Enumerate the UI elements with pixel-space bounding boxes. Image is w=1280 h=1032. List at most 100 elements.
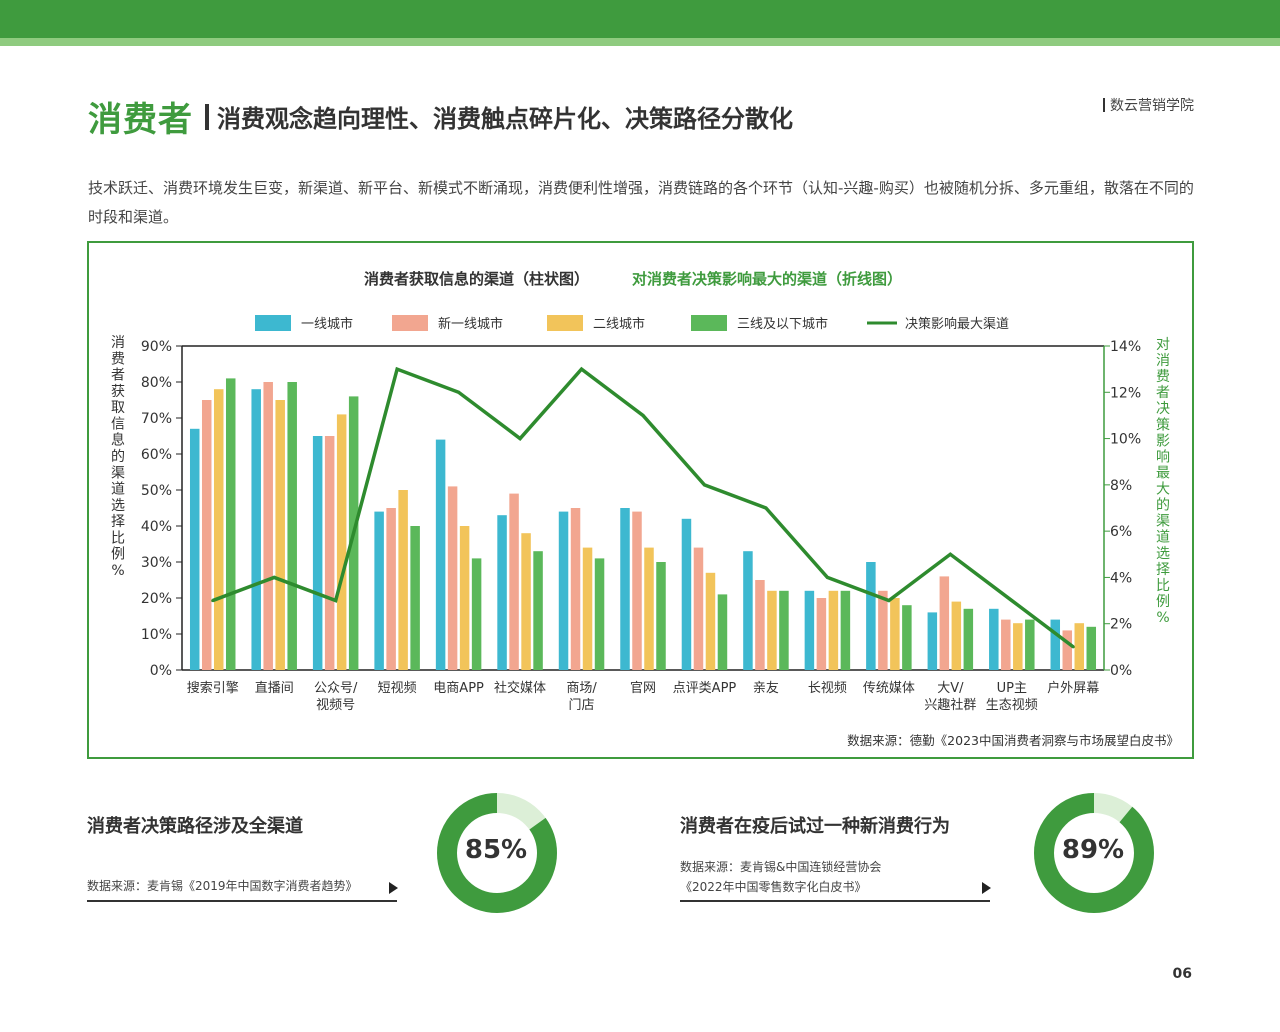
legend-swatch-1 bbox=[255, 315, 291, 331]
bar-4 bbox=[840, 590, 851, 670]
y-left-tick-label: 40% bbox=[141, 519, 172, 535]
bar-2 bbox=[386, 508, 396, 670]
donut-chart-2 bbox=[1034, 793, 1154, 913]
y-right-axis-title: 择 bbox=[1156, 562, 1170, 578]
play-arrow-icon[interactable] bbox=[982, 882, 991, 894]
bar-2 bbox=[263, 382, 273, 670]
y-left-axis-title: 取 bbox=[111, 400, 125, 416]
x-tick-label: 点评类APP bbox=[673, 681, 737, 696]
bar-1 bbox=[927, 612, 938, 670]
y-left-axis-title: 费 bbox=[111, 351, 125, 367]
bar-4 bbox=[656, 562, 666, 670]
stat-2-underline bbox=[680, 900, 990, 902]
bar-3 bbox=[767, 590, 777, 670]
bar-4 bbox=[471, 558, 482, 670]
bar-4 bbox=[533, 551, 543, 670]
x-tick-label: 短视频 bbox=[378, 681, 417, 696]
y-right-axis-title: 响 bbox=[1156, 449, 1170, 465]
bar-2 bbox=[693, 547, 704, 670]
brand-label: 数云营销学院 bbox=[1103, 95, 1194, 115]
y-right-tick-label: 2% bbox=[1110, 617, 1132, 633]
donut-chart-1 bbox=[437, 793, 557, 913]
bar-3 bbox=[644, 547, 654, 670]
x-tick-label: 大V/ bbox=[937, 681, 964, 696]
stat-card-1: 消费者决策路径涉及全渠道 数据来源：麦肯锡《2019年中国数字消费者趋势》 bbox=[87, 812, 407, 912]
title-subtitle: 消费观念趋向理性、消费触点碎片化、决策路径分散化 bbox=[217, 105, 793, 133]
bar-3 bbox=[951, 601, 962, 670]
decision-line-point bbox=[948, 552, 952, 556]
x-tick-label: UP主 bbox=[997, 681, 1027, 696]
y-right-tick-label: 12% bbox=[1110, 385, 1141, 401]
bar-2 bbox=[632, 511, 642, 670]
bar-4 bbox=[1025, 619, 1035, 670]
top-banner-accent bbox=[0, 38, 1280, 46]
y-left-axis-title: 渠 bbox=[111, 465, 125, 481]
bar-4 bbox=[287, 382, 297, 670]
legend-swatch-2 bbox=[392, 315, 428, 331]
y-left-tick-label: 80% bbox=[141, 375, 172, 391]
bar-2 bbox=[447, 486, 458, 670]
bar-2 bbox=[324, 436, 335, 670]
x-tick-label: 户外屏幕 bbox=[1047, 680, 1099, 696]
bar-1 bbox=[620, 508, 630, 670]
title-separator bbox=[205, 103, 209, 130]
legend-label-2: 新一线城市 bbox=[438, 316, 503, 332]
y-right-axis-title: 费 bbox=[1156, 369, 1170, 385]
chart-source: 数据来源：德勤《2023中国消费者洞察与市场展望白皮书》 bbox=[847, 733, 1179, 748]
brand-name: 数云营销学院 bbox=[1110, 98, 1194, 114]
stat-2-source-line-2: 《2022年中国零售数字化白皮书》 bbox=[680, 880, 867, 894]
bar-2 bbox=[878, 590, 888, 670]
x-tick-label: 兴趣社群 bbox=[924, 697, 976, 713]
y-left-axis-title: 信 bbox=[111, 416, 125, 432]
y-left-tick-label: 20% bbox=[141, 591, 172, 607]
y-right-tick-label: 0% bbox=[1110, 663, 1132, 679]
bar-1 bbox=[804, 590, 815, 670]
bar-2 bbox=[509, 493, 519, 670]
y-right-axis-title: 的 bbox=[1156, 498, 1170, 514]
stat-card-2: 消费者在疫后试过一种新消费行为 数据来源：麦肯锡&中国连锁经营协会 《2022年… bbox=[680, 812, 1000, 912]
x-tick-label: 长视频 bbox=[808, 681, 847, 696]
x-tick-label: 公众号/ bbox=[314, 681, 358, 696]
x-tick-label: 门店 bbox=[569, 698, 595, 713]
y-right-tick-label: 10% bbox=[1110, 432, 1141, 448]
bar-2 bbox=[939, 576, 950, 670]
bar-1 bbox=[374, 511, 384, 670]
decision-line-point bbox=[1071, 645, 1075, 649]
bar-3 bbox=[582, 547, 593, 670]
y-right-axis-title: 大 bbox=[1156, 482, 1170, 498]
y-right-axis-title: 道 bbox=[1156, 530, 1170, 546]
y-right-axis-title: 例 bbox=[1156, 594, 1170, 610]
bar-4 bbox=[902, 605, 912, 670]
bar-1 bbox=[1050, 619, 1061, 670]
y-left-axis-title: % bbox=[111, 563, 124, 579]
bar-1 bbox=[435, 439, 446, 670]
legend-line-label: 决策影响最大渠道 bbox=[905, 316, 1009, 332]
page-title: 消费者 消费观念趋向理性、消费触点碎片化、决策路径分散化 bbox=[88, 92, 793, 141]
bar-4 bbox=[594, 558, 605, 670]
bar-1 bbox=[558, 511, 569, 670]
y-right-axis-title: 策 bbox=[1156, 416, 1170, 433]
play-arrow-icon[interactable] bbox=[389, 882, 398, 894]
bar-4 bbox=[779, 590, 789, 670]
decision-line-point bbox=[887, 599, 891, 603]
y-right-axis-title: 渠 bbox=[1156, 514, 1170, 530]
decision-line-point bbox=[518, 437, 522, 441]
y-left-tick-label: 30% bbox=[141, 555, 172, 571]
legend-label-1: 一线城市 bbox=[301, 316, 353, 332]
decision-line-point bbox=[764, 506, 768, 510]
bar-2 bbox=[1001, 619, 1011, 670]
bar-4 bbox=[717, 594, 728, 670]
y-left-tick-label: 50% bbox=[141, 483, 172, 499]
chart-title-bar: 消费者获取信息的渠道（柱状图） bbox=[364, 270, 589, 288]
decision-line-point bbox=[395, 367, 399, 371]
bar-2 bbox=[1062, 630, 1073, 670]
bar-1 bbox=[251, 389, 261, 670]
bar-3 bbox=[275, 400, 285, 670]
y-left-axis-title: 息 bbox=[111, 432, 125, 449]
y-right-axis-title: 消 bbox=[1156, 353, 1170, 369]
bar-3 bbox=[521, 533, 531, 670]
x-tick-label: 生态视频 bbox=[986, 698, 1038, 713]
y-left-axis-title: 获 bbox=[111, 384, 125, 400]
bar-1 bbox=[189, 428, 200, 670]
bar-2 bbox=[570, 508, 581, 670]
